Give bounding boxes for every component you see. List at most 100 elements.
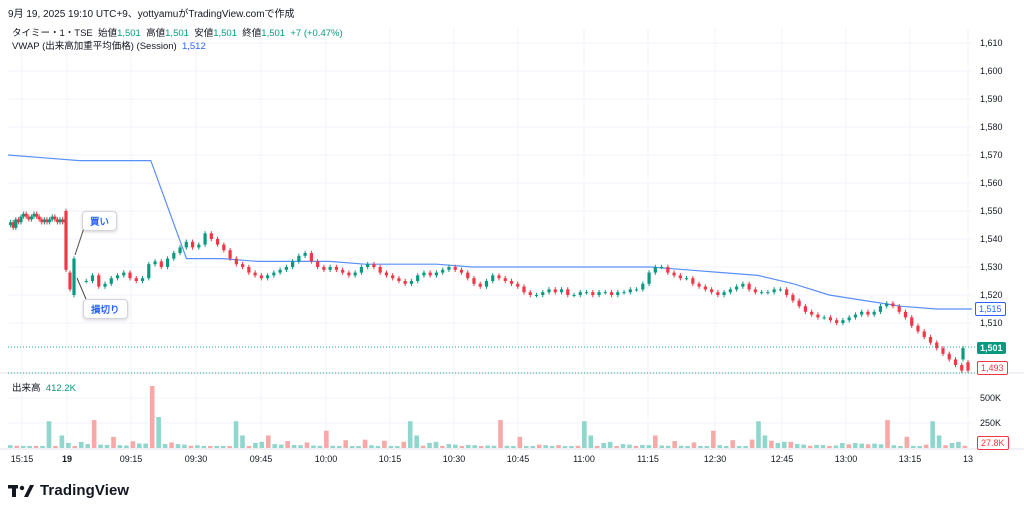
- volume-bar: [91, 420, 97, 448]
- session-candle: [578, 292, 582, 295]
- volume-bar: [156, 417, 161, 448]
- volume-bar: [723, 446, 729, 448]
- volume-bar: [614, 446, 619, 448]
- session-candle: [378, 267, 382, 273]
- volume-bar: [840, 443, 845, 448]
- volume-bar: [130, 441, 136, 448]
- session-candle: [572, 295, 576, 296]
- buy-callout[interactable]: 買い: [82, 211, 118, 231]
- opening-candle: [64, 211, 68, 270]
- session-candle: [835, 320, 839, 323]
- price-tick-label: 1,560: [980, 178, 1003, 188]
- prev-day-candle: [37, 216, 41, 220]
- volume-bar: [678, 445, 684, 448]
- volume-bar: [711, 430, 716, 448]
- volume-bar: [762, 435, 768, 448]
- session-candle: [634, 289, 639, 291]
- session-candle: [659, 267, 664, 268]
- session-candle: [359, 267, 364, 273]
- volume-bar: [40, 446, 45, 448]
- session-candle: [197, 244, 201, 248]
- session-candle: [597, 292, 601, 295]
- session-candle: [509, 281, 514, 284]
- volume-bar: [304, 442, 310, 448]
- volume-bar: [259, 441, 265, 448]
- prev-price-tag: 1,493: [977, 361, 1008, 375]
- session-candle: [128, 272, 132, 279]
- volume-bar: [782, 441, 787, 448]
- volume-bar: [362, 439, 368, 448]
- price-axis: 1,610 1,600 1,590 1,580 1,570 1,560 1,550 1,540…: [980, 38, 1003, 328]
- session-candle: [753, 289, 757, 293]
- candle-series: [9, 208, 970, 373]
- volume-bar: [833, 445, 839, 448]
- volume-bar: [594, 446, 600, 448]
- session-candle: [297, 255, 301, 262]
- tradingview-logo-icon: [8, 484, 34, 497]
- time-tick-label: 12:30: [704, 454, 727, 464]
- volume-bar: [911, 446, 916, 448]
- volume-bar: [427, 442, 432, 448]
- session-candle: [153, 261, 157, 265]
- stop-loss-callout[interactable]: 損切り: [83, 299, 128, 319]
- session-candle: [353, 272, 357, 276]
- prev-day-candle: [14, 219, 18, 228]
- volume-bar: [775, 442, 781, 448]
- session-candle: [716, 292, 720, 295]
- session-candle: [766, 292, 770, 294]
- time-tick-label: 11:00: [573, 454, 595, 464]
- session-candle: [466, 272, 470, 279]
- volume-bar: [227, 446, 232, 448]
- session-candle: [922, 331, 926, 337]
- session-candle: [816, 314, 820, 318]
- prev-day-candle: [45, 219, 49, 223]
- session-candle: [165, 258, 170, 267]
- buy-pointer: [74, 227, 85, 256]
- session-candle: [403, 281, 407, 284]
- volume-bar: [240, 435, 245, 448]
- session-candle: [253, 272, 257, 276]
- session-candle: [453, 267, 457, 270]
- volume-bar: [266, 435, 271, 448]
- volume-bar: [878, 444, 884, 448]
- volume-bar: [562, 446, 568, 448]
- session-candle: [397, 278, 401, 281]
- volume-bar: [956, 441, 961, 448]
- volume-bar: [246, 446, 252, 448]
- session-candle: [159, 261, 163, 267]
- tradingview-brand[interactable]: TradingView: [8, 482, 129, 499]
- session-candle: [316, 261, 320, 267]
- session-candle: [422, 272, 426, 276]
- session-candle: [303, 253, 307, 256]
- volume-bar: [407, 421, 413, 448]
- volume-bar: [549, 446, 555, 448]
- volume-bar: [691, 442, 697, 448]
- time-tick-label: 12:45: [771, 454, 794, 464]
- vwap-legend[interactable]: VWAP (出来高加重平均価格) (Session) 1,512: [12, 38, 206, 52]
- session-candle: [134, 278, 138, 281]
- volume-bar: [214, 446, 219, 448]
- session-candle: [772, 289, 776, 293]
- volume-bar: [646, 445, 652, 448]
- session-candle: [240, 264, 245, 267]
- ohlc-legend[interactable]: タイミー・1・TSE 始値1,501 高値1,501 安値1,501 終値1,5…: [12, 25, 343, 39]
- session-candle: [534, 295, 539, 296]
- volume-bar: [137, 443, 142, 448]
- prev-day-candle: [48, 219, 52, 223]
- session-candle: [622, 292, 626, 294]
- session-candle: [434, 272, 439, 276]
- prev-day-candle: [32, 213, 36, 217]
- volume-legend[interactable]: 出来高 412.2K: [12, 380, 76, 394]
- volume-bar: [369, 445, 374, 448]
- volume-label: 出来高: [12, 383, 41, 394]
- volume-bar: [788, 441, 794, 448]
- time-tick-label: 15:15: [11, 454, 34, 464]
- session-candle: [559, 289, 564, 293]
- prev-day-candle: [50, 216, 54, 220]
- high-value: 1,501: [165, 28, 189, 39]
- session-candle: [228, 250, 232, 259]
- volume-bar: [575, 445, 581, 448]
- session-candle: [791, 295, 795, 301]
- volume-bar: [278, 444, 284, 448]
- session-candle: [291, 261, 295, 267]
